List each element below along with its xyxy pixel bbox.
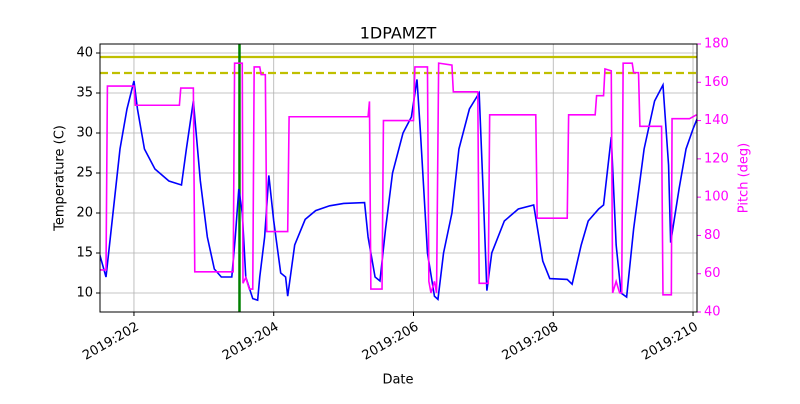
x-tick-label: 2019:204	[220, 320, 281, 364]
x-tick-label: 2019:206	[360, 320, 421, 364]
x-tick-label: 2019:202	[80, 320, 141, 364]
x-tick-label: 2019:210	[639, 320, 700, 364]
y2-tick-label: 180	[704, 37, 729, 52]
y-tick-label: 20	[76, 206, 93, 221]
y-tick-label: 10	[76, 286, 93, 301]
y2-tick-label: 140	[704, 113, 729, 128]
y2-tick-label: 60	[704, 266, 721, 281]
y-tick-label: 15	[76, 246, 93, 261]
x-axis-label: Date	[382, 373, 413, 388]
chart-title: 1DPAMZT	[360, 24, 437, 43]
y-tick-label: 25	[76, 166, 93, 181]
series-line	[100, 62, 697, 296]
y2-tick-label: 160	[704, 75, 729, 90]
x-tick-label: 2019:208	[500, 320, 561, 364]
y2-axis-label: Pitch (deg)	[737, 143, 752, 213]
plot-frame	[99, 43, 698, 313]
y-axis-label: Temperature (C)	[53, 125, 68, 232]
y-tick-label: 40	[76, 46, 93, 61]
y-tick-label: 30	[76, 126, 93, 141]
y2-tick-label: 40	[704, 305, 721, 320]
y2-tick-label: 120	[704, 151, 729, 166]
y2-tick-label: 80	[704, 228, 721, 243]
series-line	[100, 79, 697, 302]
y-tick-label: 35	[76, 86, 93, 101]
y2-tick-label: 100	[704, 190, 729, 205]
